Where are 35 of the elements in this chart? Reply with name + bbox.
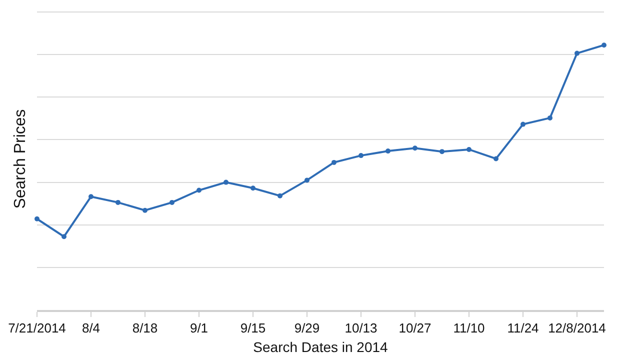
x-tick-label: 10/27 [398,320,432,336]
point [548,115,552,120]
y-axis-title: Search Prices [12,109,29,209]
x-tick-label: 11/24 [507,320,539,336]
point [224,180,228,185]
point [142,208,148,213]
point [358,153,364,158]
x-tick-label: 11/10 [453,320,485,336]
point [466,146,472,152]
x-tick-label: 8/4 [82,320,100,336]
point [520,122,526,127]
point [116,200,120,205]
point [304,178,310,183]
point [386,148,390,154]
point [440,149,444,154]
x-axis-title: Search Dates in 2014 [253,339,388,356]
x-tick-label: 8/18 [132,320,158,336]
point [170,200,174,205]
point [574,50,580,56]
point [196,188,202,193]
point [34,216,40,222]
point [332,160,336,165]
x-tick-label: 10/13 [344,320,378,336]
x-tick-label: 9/29 [294,320,320,336]
x-tick-label: 9/1 [190,320,208,336]
x-tick-label: 12/8/2014 [548,320,606,336]
x-tick-label: 9/15 [240,320,266,336]
point [62,234,66,240]
point [412,146,418,151]
point [602,42,606,48]
x-tick-label: 7/21/2014 [8,320,66,336]
point [88,194,94,200]
point [494,156,498,162]
point [278,193,282,198]
point [250,186,256,191]
